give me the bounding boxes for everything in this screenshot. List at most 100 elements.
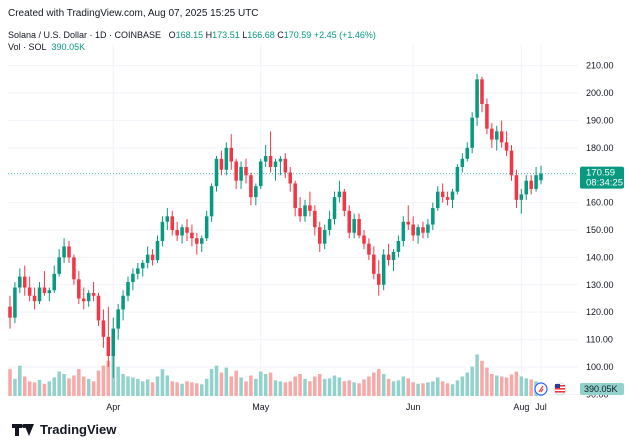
volume-bar	[426, 382, 430, 396]
volume-bar	[190, 382, 194, 396]
candle-body	[180, 227, 184, 236]
volume-bar	[298, 374, 302, 396]
volume-badge: 390.05K	[580, 383, 624, 395]
candle-body	[244, 166, 248, 176]
candle-body	[288, 172, 293, 184]
high-value: 173.51	[212, 30, 240, 40]
candle-body	[263, 156, 268, 162]
candle-body	[52, 273, 57, 291]
volume-bar	[13, 378, 17, 396]
candle-body	[121, 295, 125, 310]
candle	[401, 216, 406, 247]
volume-bar	[72, 375, 76, 396]
candle	[209, 183, 214, 222]
volume-bar	[170, 381, 175, 396]
candle-body	[273, 161, 278, 167]
volume-bar	[91, 381, 96, 396]
change-value: +2.45 (+1.46%)	[313, 30, 376, 40]
time-axis: Apr May Jun Jul Aug	[106, 402, 547, 412]
price-tick-label: 110.00	[586, 335, 613, 345]
candle	[475, 73, 479, 126]
candle-body	[421, 227, 425, 233]
candle-body	[372, 254, 376, 274]
candle	[327, 210, 332, 236]
volume-bar	[27, 381, 32, 396]
volume-bar	[145, 379, 150, 396]
candle-body	[460, 158, 465, 167]
candle	[239, 161, 243, 189]
volume-bar	[362, 379, 366, 396]
candle	[450, 188, 455, 209]
volume-bar	[367, 376, 371, 396]
candle-body	[254, 186, 258, 198]
volume-bar	[22, 376, 27, 396]
candle	[229, 134, 234, 170]
volume-bar	[485, 367, 489, 396]
candle	[126, 276, 130, 302]
candle	[455, 164, 460, 195]
volume-bar	[435, 377, 440, 396]
candle-body	[47, 290, 52, 294]
candle-body	[96, 295, 101, 321]
candle	[509, 145, 514, 181]
candle-body	[317, 227, 322, 244]
candle-body	[450, 191, 455, 200]
us-flag-icon	[553, 382, 567, 396]
candle-body	[367, 243, 371, 255]
volume-bar	[214, 365, 219, 396]
volume-bar	[263, 374, 268, 396]
volume-bar	[185, 381, 189, 396]
volume-bar	[288, 381, 293, 396]
candle-body	[509, 150, 514, 176]
volume-bar	[490, 374, 494, 396]
candle	[101, 309, 106, 348]
volume-bar	[195, 383, 199, 396]
candle	[372, 246, 376, 280]
volume-bar	[465, 372, 470, 396]
candle	[136, 262, 140, 280]
volume-bar	[401, 376, 406, 396]
candle	[204, 210, 209, 241]
volume-value: 390.05K	[51, 42, 86, 52]
volume-bar	[204, 378, 209, 396]
candle-body	[224, 147, 229, 170]
volume-bar	[62, 374, 66, 396]
volume-bar	[509, 374, 514, 396]
candle-body	[391, 251, 396, 261]
candle-body	[411, 224, 415, 236]
candle	[342, 188, 347, 217]
tradingview-logo-icon	[12, 423, 34, 436]
candle-body	[504, 142, 509, 151]
volume-bar	[283, 382, 288, 396]
candle	[57, 249, 61, 277]
candle	[494, 125, 499, 151]
candle	[8, 295, 12, 329]
candle-body	[234, 161, 238, 181]
volume-bar	[381, 374, 386, 396]
alert-icon[interactable]	[534, 382, 548, 396]
candle	[367, 238, 371, 261]
candle	[263, 145, 268, 167]
candle-body	[475, 79, 479, 118]
candle	[381, 249, 386, 291]
volume-bar	[131, 377, 135, 396]
candle	[254, 183, 258, 206]
volume-bar	[209, 369, 214, 396]
volume-bar	[416, 383, 420, 396]
volume-bar	[244, 381, 248, 396]
candle-body	[126, 282, 130, 296]
volume-bar	[140, 381, 145, 396]
candle-body	[140, 262, 145, 269]
ohlc-legend: Solana / U.S. Dollar · 1D · COINBASE O16…	[8, 30, 376, 40]
candle	[440, 183, 445, 203]
price-tick-label: 200.00	[586, 88, 614, 98]
candle	[416, 224, 420, 244]
volume-bar	[52, 377, 57, 396]
candle	[86, 290, 91, 307]
candle-body	[440, 191, 445, 198]
candle-body	[494, 131, 499, 140]
candle-body	[57, 257, 61, 274]
candle-body	[327, 219, 332, 230]
candle	[160, 216, 165, 247]
